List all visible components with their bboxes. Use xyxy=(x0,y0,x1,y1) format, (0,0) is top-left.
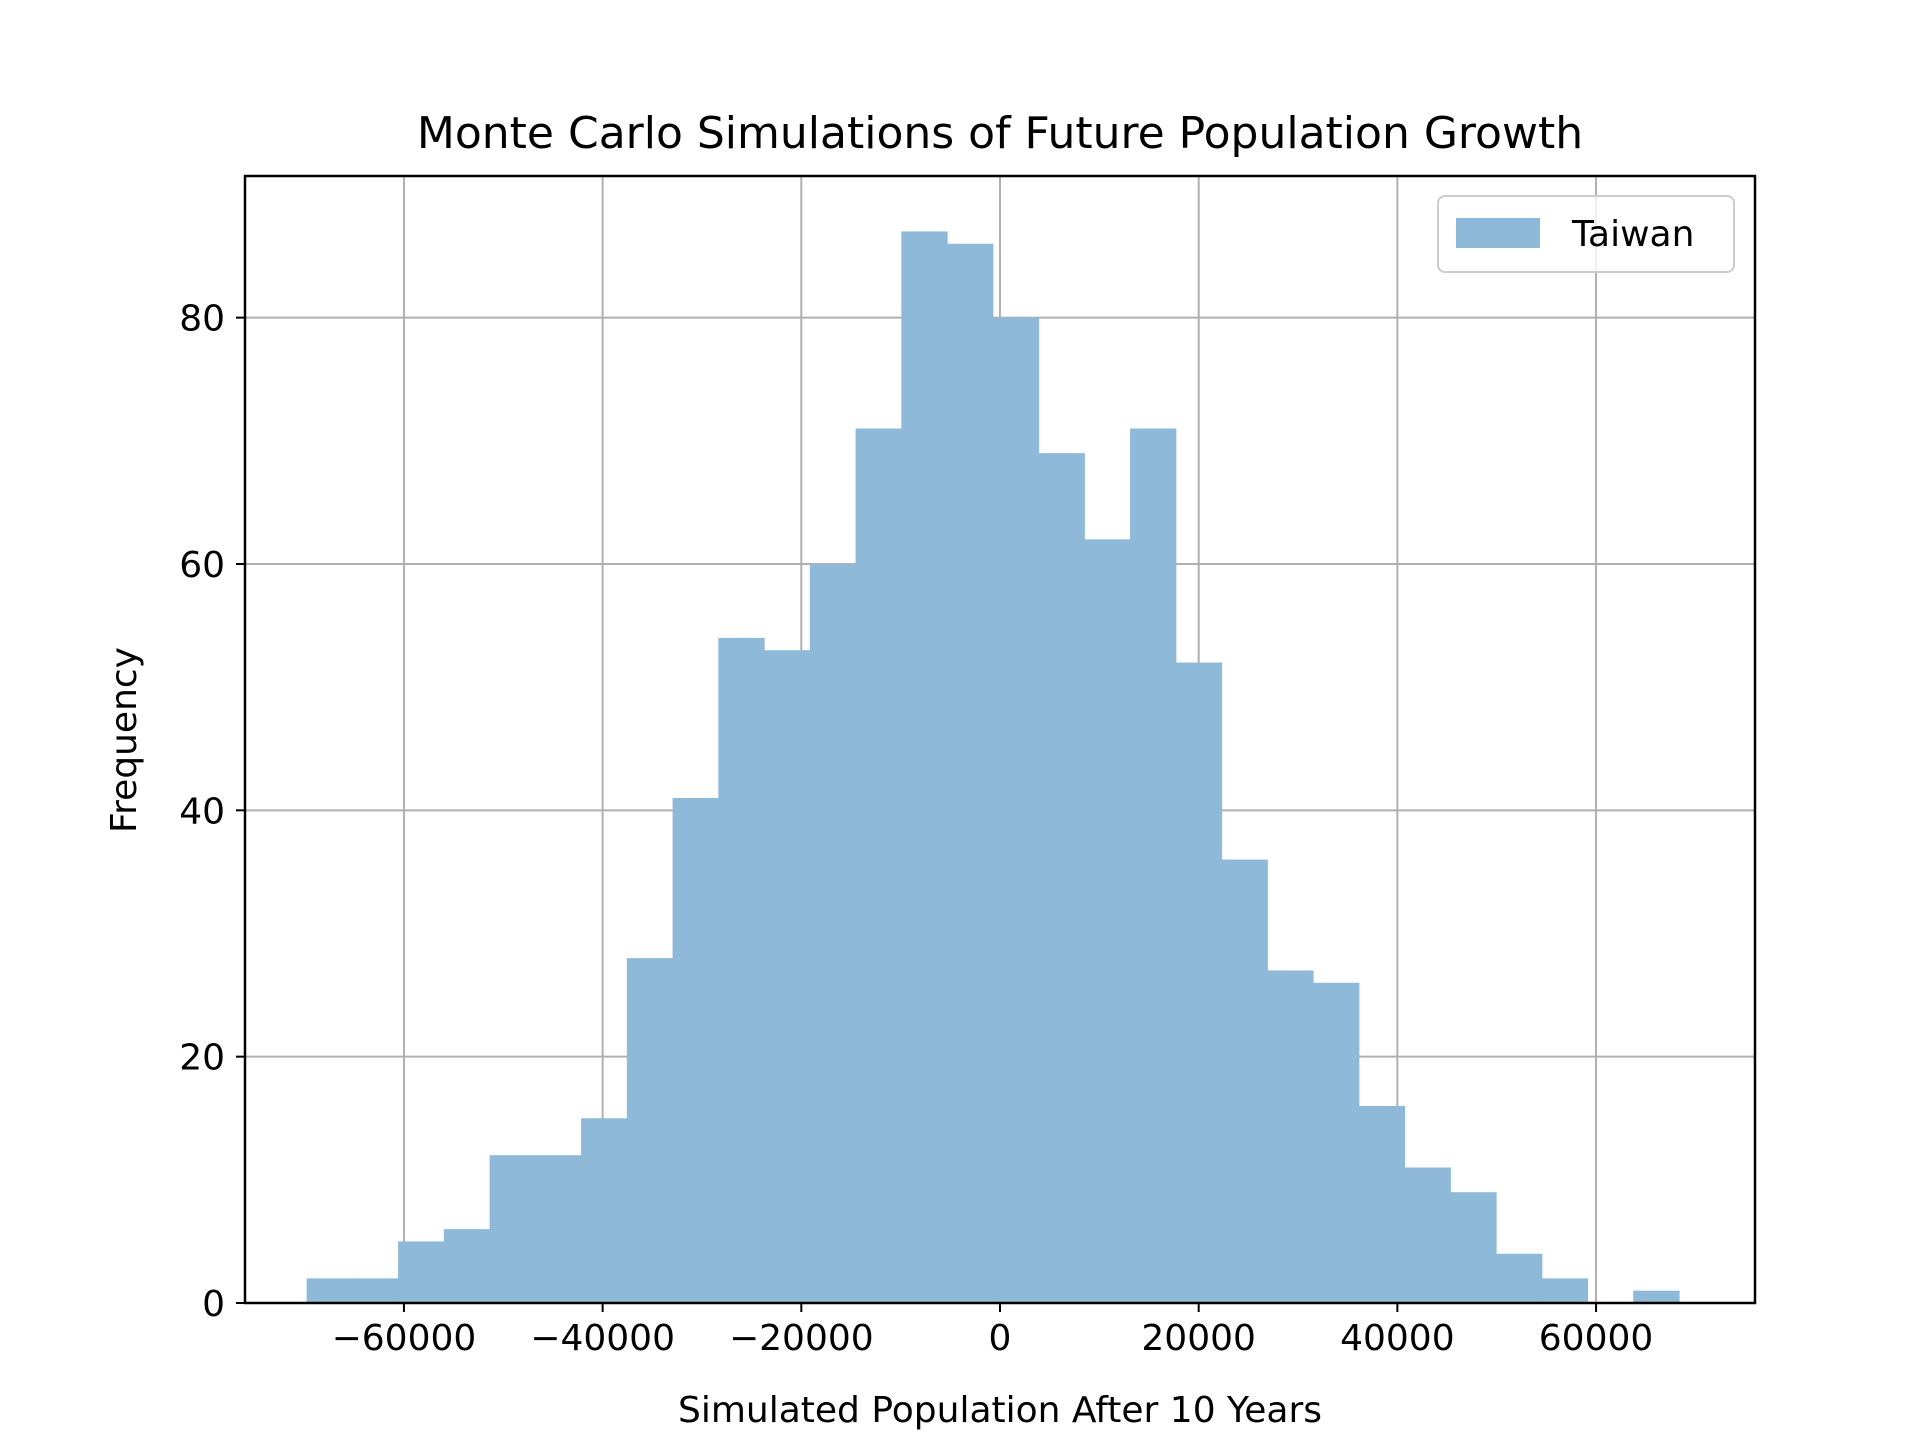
histogram-bar xyxy=(1541,1278,1589,1303)
histogram-bar xyxy=(672,798,719,1303)
histogram-bar xyxy=(764,650,811,1303)
y-tick-label: 0 xyxy=(202,1284,225,1325)
histogram-bar xyxy=(992,317,1040,1304)
y-axis-ticks: 0 20 40 60 80 xyxy=(179,299,245,1325)
x-axis-label: Simulated Population After 10 Years xyxy=(678,1390,1322,1431)
histogram-bar xyxy=(352,1278,399,1303)
x-tick-label: −40000 xyxy=(530,1318,675,1359)
x-tick-label: 20000 xyxy=(1141,1318,1256,1359)
y-tick-label: 40 xyxy=(179,791,225,832)
y-tick-label: 20 xyxy=(179,1038,225,1079)
histogram-bar xyxy=(1404,1167,1451,1303)
histogram-bar xyxy=(1313,982,1360,1303)
histogram-bar xyxy=(1038,453,1085,1304)
histogram-bar xyxy=(1267,970,1314,1303)
y-axis-label: Frequency xyxy=(104,647,145,833)
legend-box xyxy=(1437,195,1735,273)
chart-title: Monte Carlo Simulations of Future Popula… xyxy=(417,108,1583,159)
y-tick-label: 60 xyxy=(179,545,225,586)
histogram-bar xyxy=(1358,1105,1406,1303)
histogram-bar xyxy=(443,1229,491,1303)
legend-label: Taiwan xyxy=(1571,214,1694,255)
histogram-bar xyxy=(809,563,857,1303)
histogram-bar xyxy=(1175,662,1223,1303)
x-tick-label: 40000 xyxy=(1340,1318,1455,1359)
histogram-bar xyxy=(398,1241,445,1303)
histogram-bar xyxy=(855,428,902,1303)
x-tick-label: 0 xyxy=(989,1318,1012,1359)
y-tick-label: 80 xyxy=(179,299,225,340)
legend: Taiwan xyxy=(1437,195,1735,273)
histogram-bar xyxy=(306,1278,353,1303)
histogram-bar xyxy=(1450,1192,1497,1303)
histogram-bar xyxy=(489,1155,536,1303)
histogram-bars xyxy=(306,231,1680,1304)
histogram-bar xyxy=(1130,428,1177,1303)
histogram-bar xyxy=(718,637,765,1303)
histogram-bar xyxy=(626,958,674,1303)
histogram-bar xyxy=(1633,1290,1680,1303)
histogram-bar xyxy=(535,1155,582,1303)
histogram-bar xyxy=(1221,859,1268,1303)
histogram-bar xyxy=(901,231,948,1303)
x-tick-label: 60000 xyxy=(1539,1318,1654,1359)
legend-swatch xyxy=(1456,218,1540,248)
histogram-bar xyxy=(1084,539,1131,1303)
histogram-bar xyxy=(1496,1253,1543,1303)
x-tick-label: −60000 xyxy=(332,1318,477,1359)
x-axis-ticks: −60000 −40000 −20000 0 20000 40000 60000 xyxy=(332,1303,1654,1359)
histogram-bar xyxy=(947,243,994,1303)
histogram-bar xyxy=(581,1118,628,1303)
x-tick-label: −20000 xyxy=(729,1318,874,1359)
